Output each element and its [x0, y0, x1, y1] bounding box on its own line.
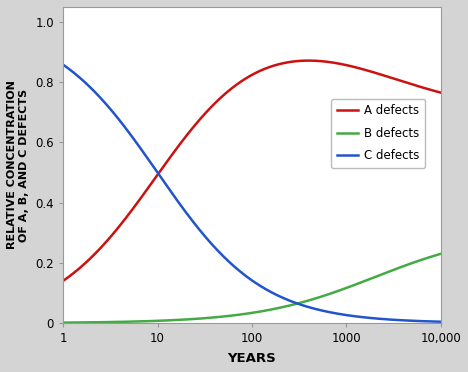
Line: A defects: A defects — [63, 61, 441, 281]
A defects — [427, 87, 433, 92]
A defects — [427, 87, 432, 92]
B defects — [80, 320, 85, 325]
C defects — [438, 320, 444, 324]
C defects — [427, 319, 432, 324]
A defects — [244, 76, 249, 80]
B defects — [427, 255, 432, 259]
Line: B defects: B defects — [63, 254, 441, 323]
A defects — [80, 263, 85, 268]
B defects — [438, 251, 444, 256]
Line: C defects: C defects — [63, 65, 441, 322]
Y-axis label: RELATIVE CONCENTRATION
OF A, B, AND C DEFECTS: RELATIVE CONCENTRATION OF A, B, AND C DE… — [7, 81, 29, 250]
C defects — [80, 78, 85, 82]
C defects — [427, 319, 432, 324]
A defects — [306, 58, 312, 63]
B defects — [427, 255, 432, 259]
A defects — [60, 279, 66, 283]
C defects — [234, 266, 240, 271]
B defects — [60, 320, 66, 325]
B defects — [358, 280, 363, 285]
C defects — [358, 315, 363, 319]
A defects — [438, 90, 444, 95]
A defects — [234, 82, 240, 87]
Legend: A defects, B defects, C defects: A defects, B defects, C defects — [331, 99, 425, 168]
C defects — [60, 62, 66, 67]
C defects — [244, 275, 249, 279]
B defects — [234, 313, 240, 317]
A defects — [358, 66, 364, 71]
X-axis label: YEARS: YEARS — [227, 352, 276, 365]
B defects — [244, 311, 249, 316]
